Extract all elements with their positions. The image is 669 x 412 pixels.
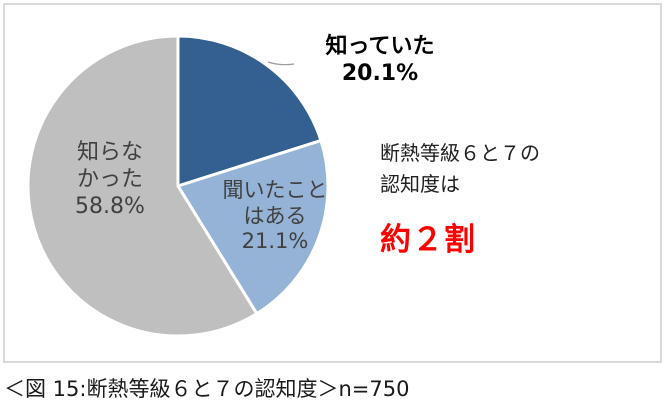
- slice-label-unknown-name-2: かった: [76, 166, 143, 192]
- annotation-line-2: 認知度は: [380, 172, 460, 196]
- slice-label-known-value: 20.1%: [341, 60, 419, 86]
- slice-label-heard-value: 21.1%: [241, 229, 309, 254]
- leader-line: [267, 61, 295, 66]
- annotation-text: 断熱等級６と７の 認知度は: [380, 138, 640, 200]
- slice-label-known-name: 知っていた: [325, 34, 435, 59]
- pie-slice-known: [176, 34, 323, 189]
- annotation-line-1: 断熱等級６と７の: [380, 141, 540, 165]
- slice-label-heard-name-2: はある: [243, 203, 307, 228]
- annotation-highlight: 約２割: [380, 222, 476, 258]
- slice-label-known: 知っていた 20.1%: [305, 34, 455, 88]
- figure-caption: ＜図 15:断熱等級６と７の認知度＞n=750: [4, 377, 410, 401]
- pie-slice-unknown: [26, 34, 259, 338]
- slice-label-unknown: 知らな かった 58.8%: [30, 140, 190, 220]
- slice-label-heard: 聞いたこと はある 21.1%: [200, 178, 350, 255]
- slice-label-heard-name-1: 聞いたこと: [222, 178, 328, 202]
- pie-slice-heard: [175, 138, 330, 316]
- slice-label-unknown-name-1: 知らな: [76, 140, 143, 165]
- slice-label-unknown-value: 58.8%: [75, 193, 145, 219]
